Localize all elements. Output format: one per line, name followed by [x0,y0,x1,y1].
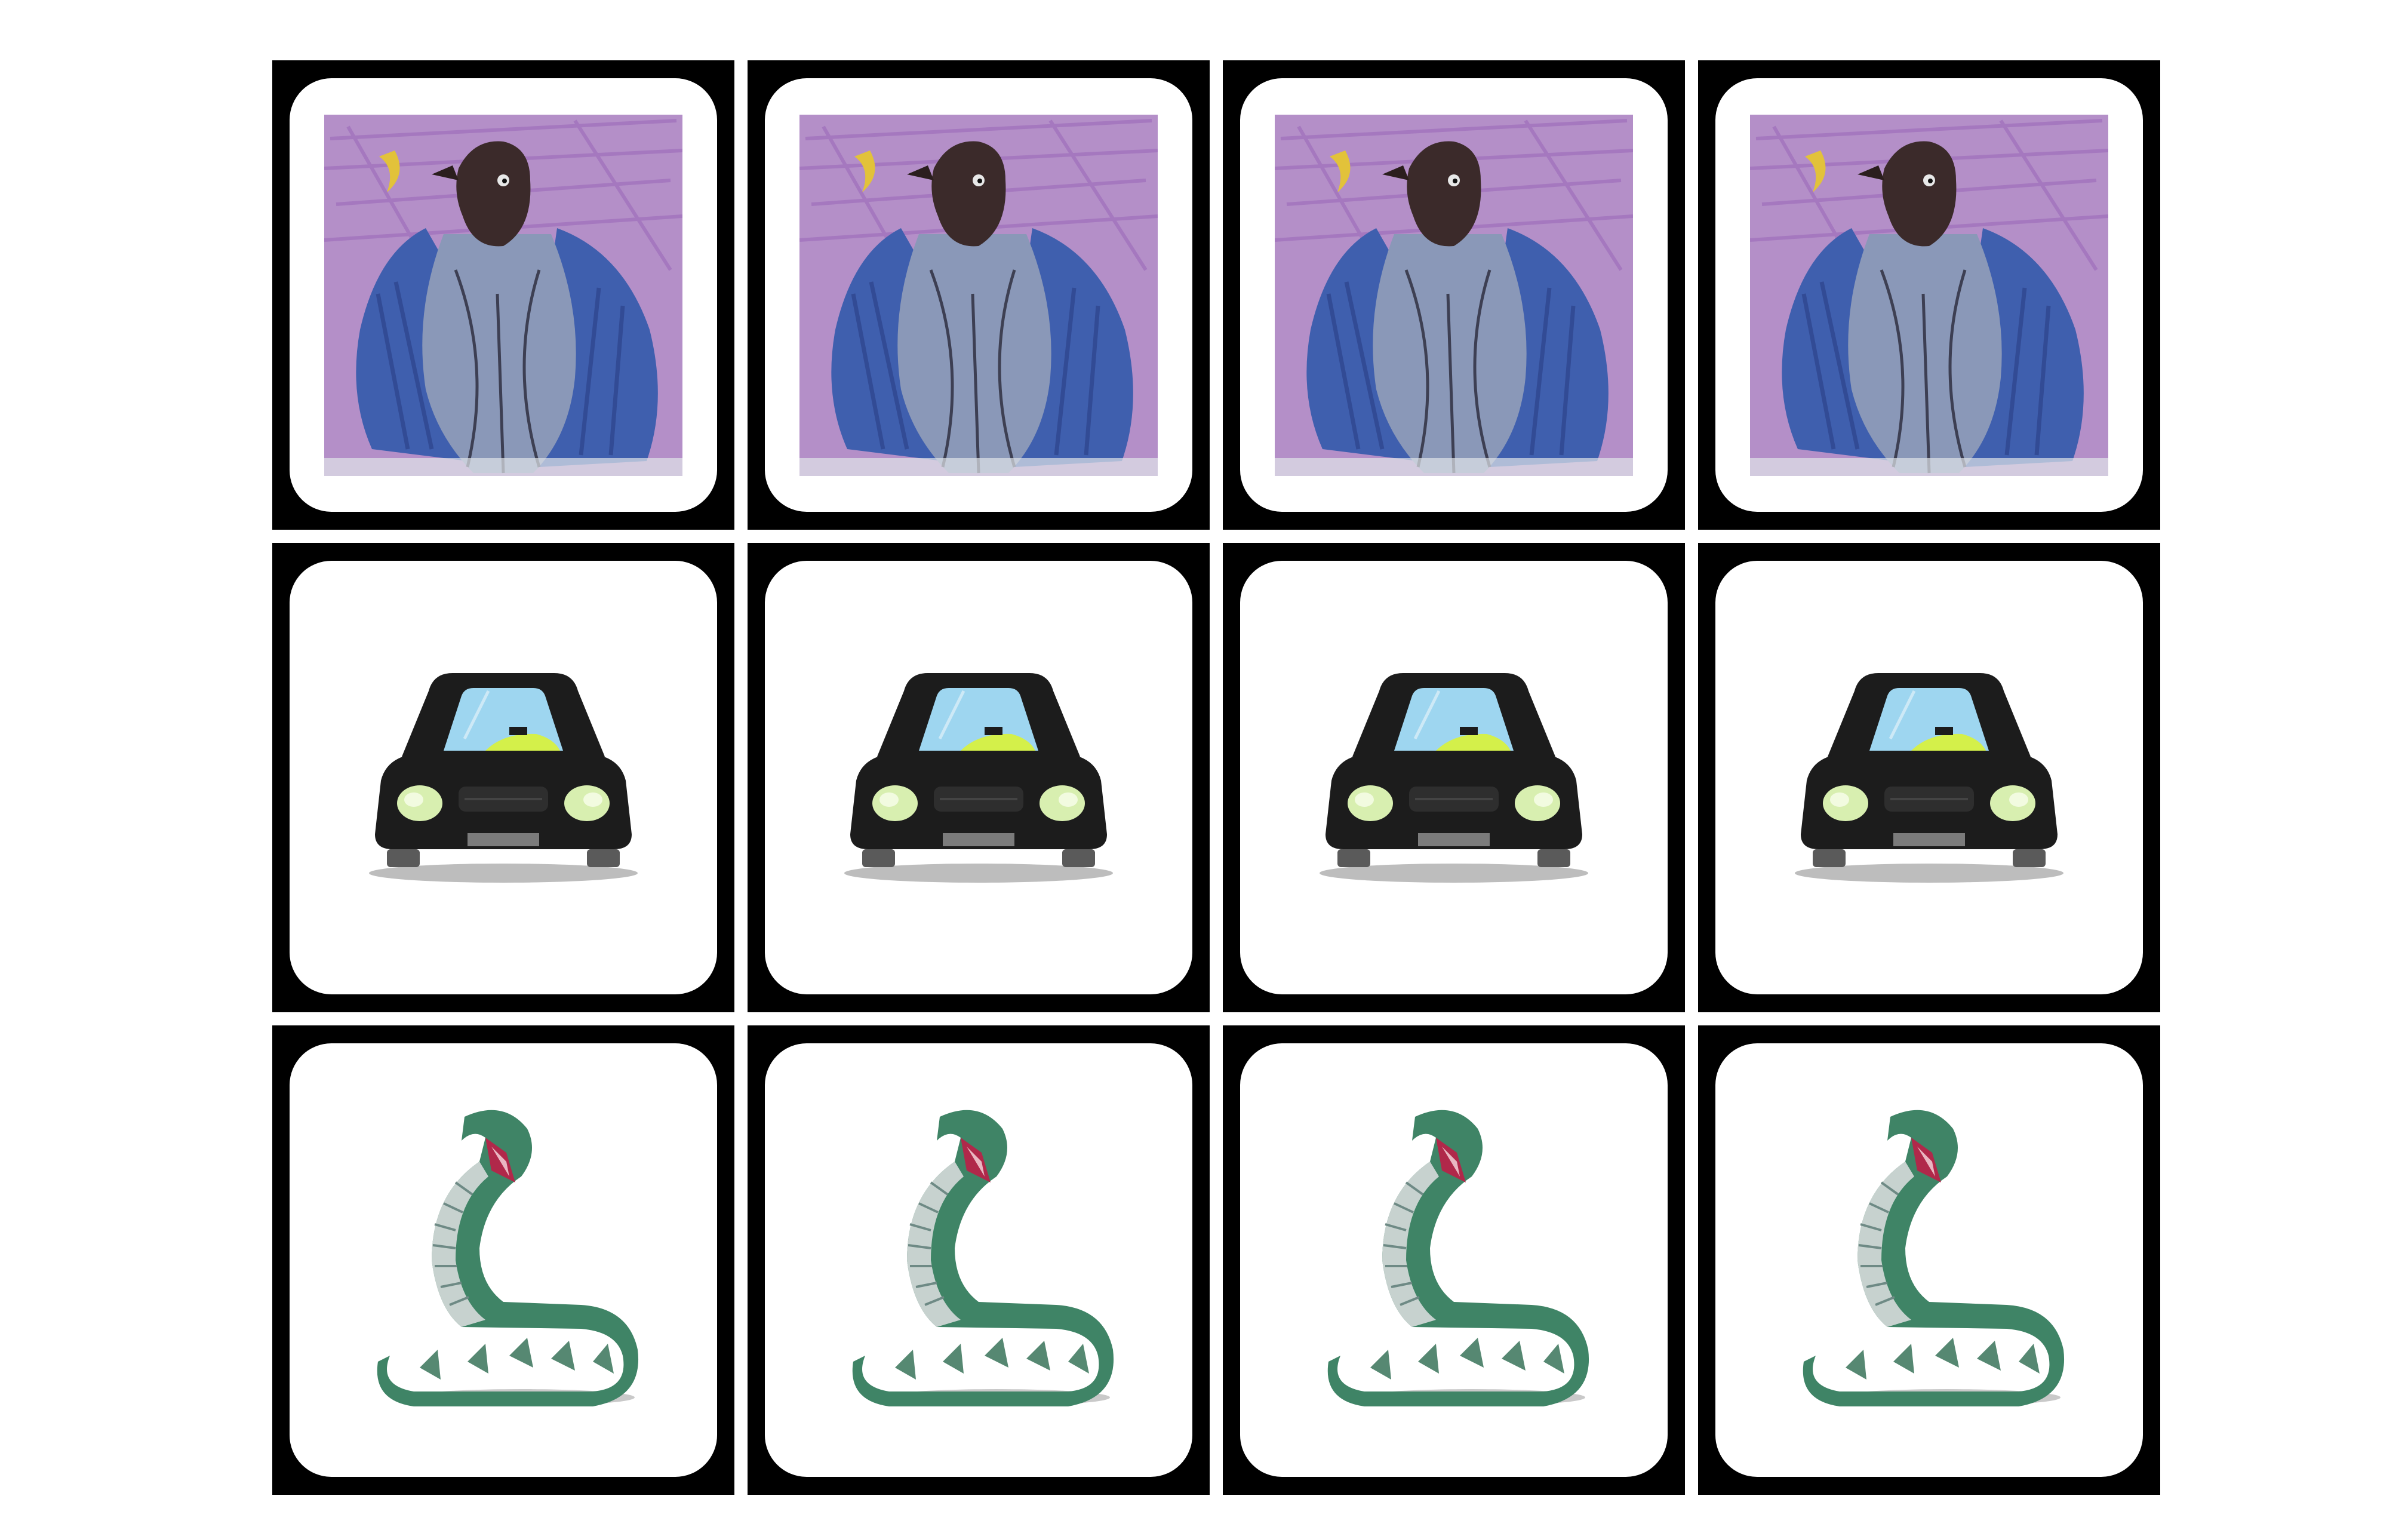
memory-card[interactable] [748,543,1210,1012]
card-face [765,561,1192,994]
memory-card[interactable] [748,60,1210,530]
green-snake-icon [851,1108,1115,1408]
black-car-icon [1314,667,1594,888]
green-snake-icon [376,1108,640,1408]
card-face [290,1043,717,1477]
crayon-bird-drawing-icon [1750,115,2108,476]
memory-card[interactable] [1223,543,1685,1012]
card-face [1715,1043,2143,1477]
card-face [1240,78,1668,512]
card-face [1240,1043,1668,1477]
crayon-bird-drawing-icon [1275,115,1633,476]
card-face [765,78,1192,512]
card-face [290,78,717,512]
card-face [1240,561,1668,994]
black-car-icon [363,667,644,888]
green-snake-icon [1801,1108,2066,1408]
memory-card[interactable] [272,1025,734,1495]
memory-game-board [272,60,2160,1495]
memory-card[interactable] [272,543,734,1012]
memory-card[interactable] [748,1025,1210,1495]
card-face [290,561,717,994]
black-car-icon [1789,667,2069,888]
memory-card[interactable] [272,60,734,530]
memory-card[interactable] [1223,1025,1685,1495]
card-face [1715,561,2143,994]
memory-card[interactable] [1698,1025,2160,1495]
green-snake-icon [1326,1108,1591,1408]
crayon-bird-drawing-icon [799,115,1158,476]
card-face [765,1043,1192,1477]
memory-card[interactable] [1223,60,1685,530]
black-car-icon [838,667,1119,888]
memory-card[interactable] [1698,543,2160,1012]
card-face [1715,78,2143,512]
crayon-bird-drawing-icon [324,115,682,476]
memory-card[interactable] [1698,60,2160,530]
